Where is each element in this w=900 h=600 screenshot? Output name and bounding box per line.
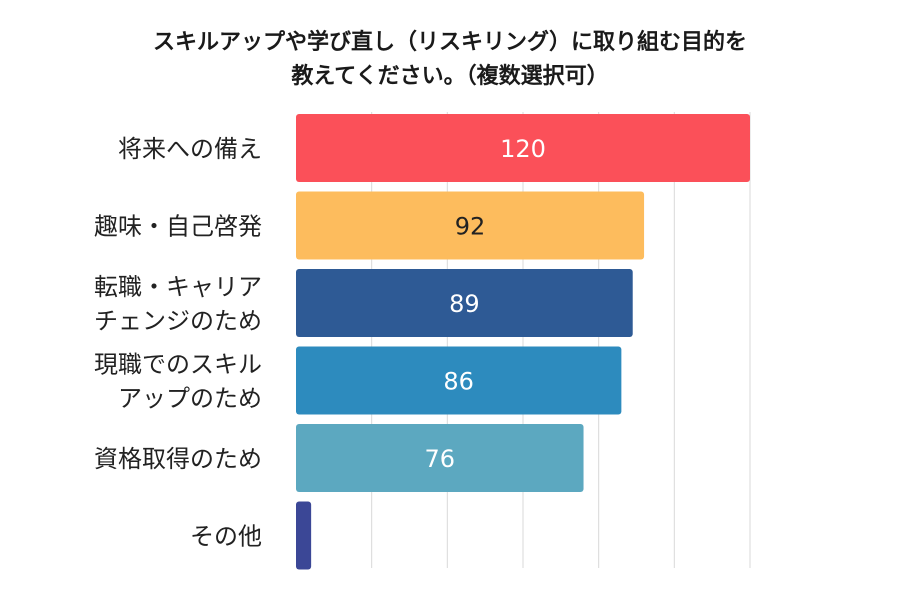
category-label: 現職でのスキル [94, 351, 262, 379]
category-label: アップのため [118, 385, 262, 413]
category-label: 将来への備え [118, 135, 262, 163]
data-label: 86 [443, 368, 474, 396]
category-label: 転職・キャリア [94, 273, 262, 301]
category-label: その他 [190, 523, 262, 551]
bar [296, 114, 750, 182]
chart-title-line-2: 教えてください。（複数選択可） [291, 64, 609, 89]
data-label: 76 [424, 445, 455, 473]
category-label: 資格取得のため [94, 445, 262, 473]
bar [296, 269, 633, 337]
data-label: 92 [455, 213, 486, 241]
data-label: 120 [500, 135, 546, 163]
category-label: 趣味・自己啓発 [94, 213, 262, 241]
chart-title-line-1: スキルアップや学び直し（リスキリング）に取り組む目的を [152, 30, 747, 55]
bar [296, 346, 622, 415]
data-label: 89 [449, 290, 480, 318]
chart-title: スキルアップや学び直し（リスキリング）に取り組む目的を 教えてください。（複数選… [0, 26, 900, 94]
bar [296, 191, 645, 260]
category-label: チェンジのため [94, 307, 262, 335]
bar [296, 501, 312, 570]
bar [296, 424, 584, 492]
